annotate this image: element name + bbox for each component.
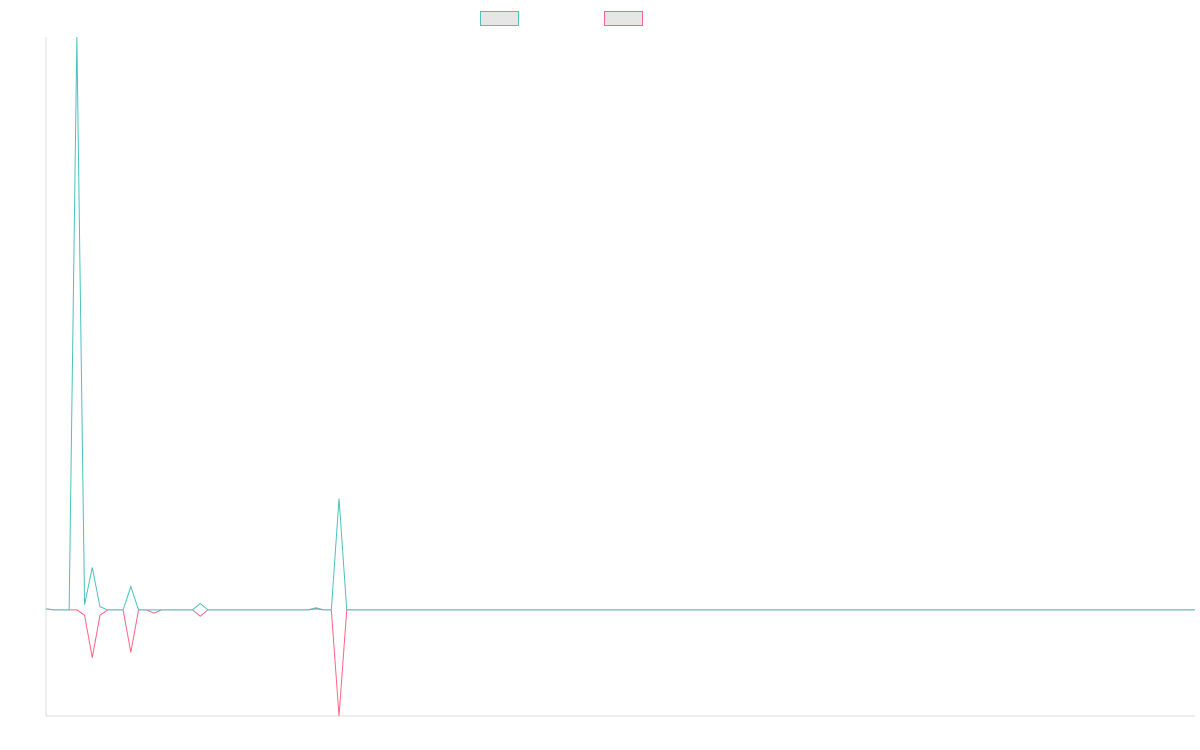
series-line-1[interactable] bbox=[45, 36, 1195, 611]
series-line-2[interactable] bbox=[45, 608, 1195, 717]
legend-swatch-series-2 bbox=[604, 10, 643, 26]
legend-item-series-1[interactable] bbox=[480, 9, 523, 27]
legend bbox=[480, 9, 650, 27]
legend-item-series-2[interactable] bbox=[604, 9, 647, 27]
legend-swatch-series-1 bbox=[480, 10, 519, 26]
